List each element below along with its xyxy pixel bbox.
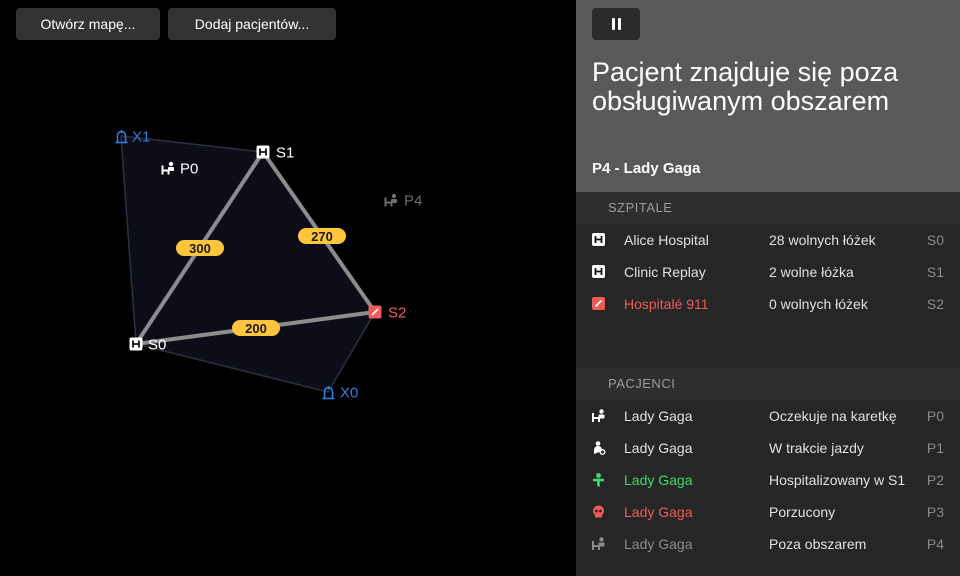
patient-waiting-icon	[592, 409, 605, 422]
patient-riding-icon	[594, 441, 606, 455]
hospital-row-s1[interactable]: Clinic Replay 2 wolne łóżka S1	[576, 256, 960, 288]
map-node-label: S0	[148, 337, 166, 354]
skull-icon	[593, 505, 604, 518]
map-node-p4[interactable]: P4	[384, 193, 423, 210]
patient-name: Lady Gaga	[624, 536, 693, 552]
sidebar-header: Pacjent znajduje się poza obsługiwanym o…	[576, 0, 960, 192]
add-patients-button[interactable]: Dodaj pacjentów...	[168, 8, 336, 40]
patient-code: P2	[926, 472, 944, 488]
patient-waiting-icon	[384, 193, 397, 207]
pause-icon	[611, 18, 615, 30]
map-node-p0[interactable]: P0	[161, 161, 199, 178]
hospital-name: Alice Hospital	[624, 232, 709, 248]
hospital-full-icon	[368, 305, 382, 319]
map-node-x0[interactable]: X0	[322, 385, 359, 402]
patient-waiting-icon	[592, 537, 605, 550]
hospital-icon	[256, 145, 270, 159]
map-node-label: S1	[276, 145, 294, 162]
patient-row-p1[interactable]: Lady Gaga W trakcie jazdy P1	[576, 432, 960, 464]
hospital-code: S0	[926, 232, 944, 248]
patient-info: Porzucony	[769, 504, 836, 520]
patients-heading: PACJENCI	[576, 368, 960, 400]
hospital-full-icon	[592, 297, 605, 310]
map-node-label: S2	[388, 305, 406, 322]
patients-list: Lady Gaga Oczekuje na karetkę P0 Lady Gaga W…	[576, 400, 960, 576]
patient-row-p4[interactable]: Lady Gaga Poza obszarem P4	[576, 528, 960, 560]
hospital-name: Hospitalé 911	[624, 296, 709, 312]
patient-name: Lady Gaga	[624, 440, 693, 456]
map-node-s2[interactable]: S2	[368, 305, 407, 322]
map-node-x1[interactable]: X1	[115, 129, 151, 146]
map-pane[interactable]: 300 270 200 X1 S1 P0 P4 S2 S0 X0 Otwórz mapę... D…	[0, 0, 576, 576]
hospital-row-s0[interactable]: Alice Hospital 28 wolnych łóżek S0	[576, 224, 960, 256]
hospital-icon	[592, 265, 605, 278]
map-node-label: X1	[132, 129, 150, 146]
hospital-info: 0 wolnych łóżek	[769, 296, 868, 312]
hospital-row-s2[interactable]: Hospitalé 911 0 wolnych łóżek S2	[576, 288, 960, 320]
hospital-code: S1	[926, 264, 944, 280]
route-weight-label: 270	[311, 229, 333, 244]
patient-code: P4	[926, 536, 944, 552]
patient-code: P0	[926, 408, 944, 424]
route-weight-badge: 200	[232, 320, 280, 336]
hospitals-heading: SZPITALE	[576, 192, 960, 224]
route-weight-badge: 300	[176, 240, 224, 256]
map-node-s0[interactable]: S0	[129, 337, 167, 354]
map-node-label: P0	[180, 161, 198, 178]
route-weight-label: 300	[189, 241, 211, 256]
patient-info: Oczekuje na karetkę	[769, 408, 897, 424]
pause-button[interactable]	[592, 8, 640, 40]
service-area	[120, 135, 376, 393]
status-title: Pacjent znajduje się poza obsługiwanym o…	[592, 57, 899, 116]
patient-name: Lady Gaga	[624, 408, 693, 424]
map-node-label: X0	[340, 385, 358, 402]
patient-info: W trakcie jazdy	[769, 440, 864, 456]
route-weight-badge: 270	[298, 228, 346, 244]
hospital-code: S2	[926, 296, 944, 312]
hospital-info: 2 wolne łóżka	[769, 264, 854, 280]
open-map-button[interactable]: Otwórz mapę...	[16, 8, 160, 40]
hospital-info: 28 wolnych łóżek	[769, 232, 876, 248]
hospital-icon	[129, 337, 143, 351]
patient-hospitalized-icon	[593, 473, 604, 487]
route-weight-label: 200	[245, 321, 267, 336]
hospital-icon	[592, 233, 605, 246]
ambulance-exit-icon	[322, 386, 335, 400]
patient-code: P3	[926, 504, 944, 520]
map-node-label: P4	[404, 193, 422, 210]
selected-patient-title: P4 - Lady Gaga	[592, 160, 701, 177]
patient-waiting-icon	[161, 161, 174, 175]
patient-name: Lady Gaga	[624, 504, 693, 520]
patient-code: P1	[926, 440, 944, 456]
ambulance-exit-icon	[115, 130, 128, 144]
hospitals-list: Alice Hospital 28 wolnych łóżek S0 Clinic R…	[576, 224, 960, 368]
patient-info: Hospitalizowany w S1	[769, 472, 906, 488]
hospital-name: Clinic Replay	[624, 264, 706, 280]
map-canvas[interactable]: 300 270 200 X1 S1 P0 P4 S2 S0 X0	[0, 0, 576, 576]
map-node-s1[interactable]: S1	[256, 145, 295, 162]
patient-info: Poza obszarem	[769, 536, 867, 552]
patient-row-p3[interactable]: Lady Gaga Porzucony P3	[576, 496, 960, 528]
sidebar: Pacjent znajduje się poza obsługiwanym o…	[576, 0, 960, 576]
patient-row-p0[interactable]: Lady Gaga Oczekuje na karetkę P0	[576, 400, 960, 432]
patient-name: Lady Gaga	[624, 472, 693, 488]
patient-row-p2[interactable]: Lady Gaga Hospitalizowany w S1 P2	[576, 464, 960, 496]
